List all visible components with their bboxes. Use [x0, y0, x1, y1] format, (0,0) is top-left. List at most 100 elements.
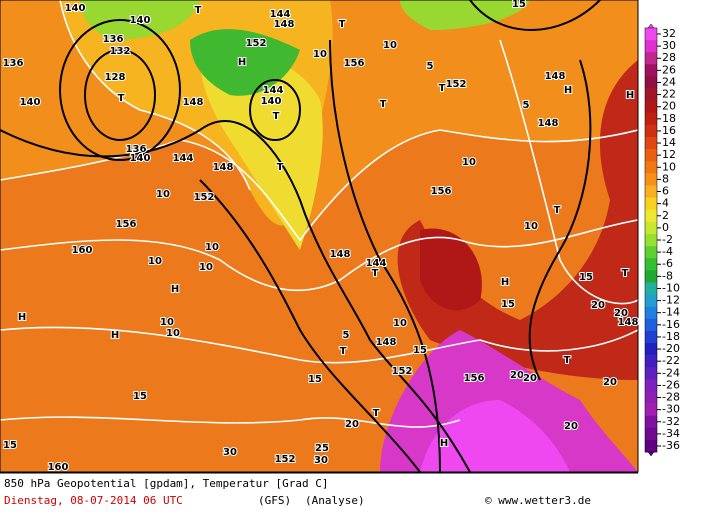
map-label: 10	[462, 157, 476, 168]
map-label: 10	[199, 262, 213, 273]
map-label: 148	[274, 19, 295, 30]
map-label: 15	[512, 0, 526, 10]
isohypse	[199, 179, 421, 473]
isohypses	[0, 0, 601, 473]
map-label: 156	[464, 373, 485, 384]
map-label: 160	[48, 462, 69, 473]
map-label: T	[372, 268, 379, 279]
map-label: T	[554, 205, 561, 216]
colorbar-label: 0	[662, 221, 669, 234]
map-label: 10	[393, 318, 407, 329]
map-label: 5	[343, 330, 350, 341]
map-label: 30	[314, 455, 328, 466]
map-label: T	[118, 93, 125, 104]
map-label: T	[373, 408, 380, 419]
colorbar-label: -28	[662, 391, 680, 404]
map-label: 148	[376, 337, 397, 348]
map-label: T	[195, 5, 202, 16]
map-label: 10	[383, 40, 397, 51]
colorbar-swatch	[645, 27, 657, 41]
colorbar-label: -22	[662, 354, 680, 367]
colorbar-label: -14	[662, 306, 680, 319]
map-label: 15	[133, 391, 147, 402]
map-label: 148	[538, 118, 559, 129]
map-label: T	[622, 268, 629, 279]
map-label: 156	[431, 186, 452, 197]
colorbar-swatch	[645, 427, 657, 441]
map-label: 15	[501, 299, 515, 310]
map-label: 152	[392, 366, 413, 377]
map-label: 15	[3, 440, 17, 451]
colorbar-swatch	[645, 306, 657, 320]
isotherm	[0, 326, 639, 364]
colorbar-swatch	[645, 88, 657, 101]
colorbar-label: 20	[662, 100, 676, 113]
map-label: 20	[523, 373, 537, 384]
map-label: 10	[205, 242, 219, 253]
colorbar-swatch	[645, 343, 657, 356]
map-label: H	[238, 57, 246, 68]
map-label: T	[277, 162, 284, 173]
colorbar-label: -18	[662, 330, 680, 343]
colorbar-swatch	[645, 318, 657, 332]
map-label: 148	[213, 162, 234, 173]
colorbar-swatch	[645, 367, 657, 380]
map-label: 140	[20, 97, 41, 108]
map-label: 25	[315, 443, 329, 454]
map-label: T	[564, 355, 571, 366]
colorbar-label: 12	[662, 148, 676, 161]
map-label: T	[380, 99, 387, 110]
colorbar-swatch	[645, 403, 657, 417]
map-label: 144	[263, 85, 284, 96]
colorbar-swatch	[645, 149, 657, 162]
map-label: 5	[523, 100, 530, 111]
isohypse	[84, 49, 156, 141]
colorbar-swatch	[645, 258, 657, 271]
isotherm	[499, 39, 639, 305]
colorbar-swatch	[645, 379, 657, 392]
colorbar-label: 28	[662, 51, 676, 64]
map-label: H	[18, 312, 26, 323]
colorbar-swatch	[645, 221, 657, 235]
temp-area	[190, 29, 300, 96]
colorbar-label: 18	[662, 112, 676, 125]
colorbar-swatch	[645, 76, 657, 89]
map-label: 20	[564, 421, 578, 432]
colorbar-swatch	[645, 40, 657, 53]
map-label: T	[439, 83, 446, 94]
colorbar-label: 16	[662, 124, 676, 137]
map-label: 136	[126, 144, 147, 155]
colorbar-swatch	[645, 415, 657, 429]
colorbar-swatch	[645, 209, 657, 223]
map-label: 152	[446, 79, 467, 90]
colorbar-label: 24	[662, 75, 676, 88]
map-label: 128	[105, 72, 126, 83]
colorbar-frame	[644, 27, 658, 453]
map-label: 20	[603, 377, 617, 388]
map-label: 144	[173, 153, 194, 164]
map	[0, 0, 639, 473]
map-label: H	[440, 438, 448, 449]
map-label: 160	[72, 245, 93, 256]
map-label: 144	[270, 9, 291, 20]
isohypse	[469, 0, 601, 31]
colorbar-label: -26	[662, 378, 680, 391]
map-label: 144	[366, 258, 387, 269]
temp-area	[420, 228, 482, 311]
map-label: 10	[148, 256, 162, 267]
colorbar-swatch	[645, 246, 657, 259]
temp-area	[200, 52, 323, 251]
colorbar-swatch	[645, 233, 657, 247]
colorbar-label: 4	[662, 197, 669, 210]
colorbar-label: -16	[662, 318, 680, 331]
map-label: 10	[166, 328, 180, 339]
colorbar-swatch	[645, 294, 657, 307]
colorbar-label: -20	[662, 342, 680, 355]
colorbar-swatch	[645, 439, 657, 453]
isotherm	[0, 219, 639, 292]
colorbar-label: 26	[662, 63, 676, 76]
footer-run: (Analyse)	[305, 494, 365, 507]
colorbar-swatch	[645, 52, 657, 65]
colorbar-label: 14	[662, 136, 676, 149]
